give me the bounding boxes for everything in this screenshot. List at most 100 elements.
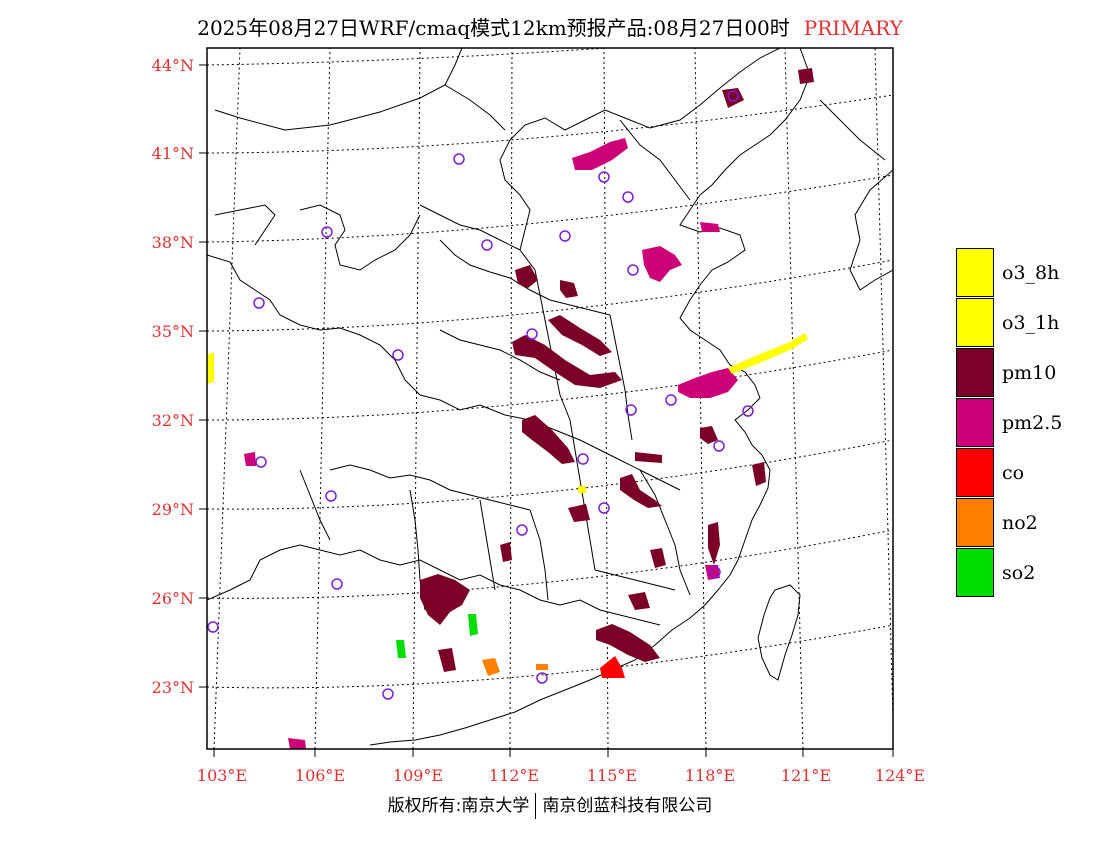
lon-label: 124°E [875, 766, 925, 785]
no2-patch [482, 658, 500, 676]
so2-patch [396, 640, 406, 658]
lat-label: 29°N [152, 500, 194, 519]
title-main: 2025年08月27日WRF/cmaq模式12km预报产品:08月27日00时 [197, 16, 790, 40]
legend-swatch [956, 548, 994, 597]
legend-swatch [956, 398, 994, 447]
lat-label: 44°N [152, 56, 194, 75]
legend-label: co [1002, 462, 1025, 484]
lon-label: 103°E [197, 766, 247, 785]
o3-patch [578, 486, 586, 493]
legend-item: so2 [956, 548, 1096, 598]
lat-label: 23°N [152, 678, 194, 697]
city-marker [622, 191, 634, 203]
map-area [207, 48, 893, 749]
o3-patch [207, 352, 214, 384]
pm25-patch [288, 738, 306, 749]
legend-item: o3_1h [956, 298, 1096, 348]
co-patch [600, 656, 625, 678]
copyright-left: 版权所有:南京大学 [387, 796, 530, 816]
copyright-right: 南京创蓝科技有限公司 [542, 796, 713, 816]
lat-label: 38°N [152, 233, 194, 252]
city-marker [392, 349, 404, 361]
pm25-patch [700, 222, 720, 232]
legend-item: pm10 [956, 348, 1096, 398]
ticks [199, 64, 894, 757]
lon-label: 109°E [393, 766, 443, 785]
boundaries [207, 48, 893, 746]
pm10-patch [522, 415, 575, 464]
lon-label: 118°E [685, 766, 735, 785]
city-marker [742, 405, 754, 417]
pollution-patches [207, 68, 814, 749]
latitude-grid [207, 48, 893, 689]
no2-patch [536, 664, 548, 670]
pm10-patch [628, 592, 650, 610]
longitude-grid [213, 48, 893, 749]
city-marker [598, 502, 610, 514]
city-marker [253, 297, 265, 309]
lat-label: 26°N [152, 589, 194, 608]
city-markers [207, 90, 754, 700]
city-marker [207, 621, 219, 633]
legend-label: pm2.5 [1002, 412, 1063, 434]
city-marker [516, 524, 528, 536]
lon-label: 112°E [489, 766, 539, 785]
pm10-patch [568, 504, 590, 522]
legend-item: pm2.5 [956, 398, 1096, 448]
city-marker [625, 404, 637, 416]
lon-label: 115°E [587, 766, 637, 785]
pm10-patch [708, 522, 720, 565]
pm10-patch [548, 315, 612, 356]
pm25-patch [244, 452, 256, 466]
pm10-patch [512, 335, 622, 388]
legend-item: co [956, 448, 1096, 498]
legend-swatch [956, 298, 994, 347]
legend-swatch [956, 498, 994, 547]
pm10-patch [438, 648, 456, 672]
legend-swatch [956, 448, 994, 497]
pm10-patch [596, 624, 660, 662]
legend-swatch [956, 348, 994, 397]
city-marker [727, 90, 739, 102]
lat-label: 35°N [152, 322, 194, 341]
city-marker [577, 453, 589, 465]
lat-label: 41°N [152, 144, 194, 163]
pm10-patch [500, 542, 512, 562]
map-frame [206, 47, 894, 750]
pm10-patch [798, 68, 814, 84]
legend-label: pm10 [1002, 362, 1057, 384]
pm25-patch [572, 138, 628, 170]
pm10-patch [752, 462, 766, 486]
pm10-patch [420, 574, 470, 625]
city-marker [526, 328, 538, 340]
legend: o3_8h o3_1h pm10 pm2.5 co no2 so2 [956, 248, 1096, 598]
city-marker [536, 672, 548, 684]
city-marker [325, 490, 337, 502]
pm10-patch [650, 548, 666, 568]
copyright: 版权所有:南京大学 南京创蓝科技有限公司 [0, 791, 1100, 819]
pm10-patch [635, 452, 662, 463]
legend-label: no2 [1002, 512, 1038, 534]
pm25-patch [678, 368, 738, 398]
city-marker [255, 456, 267, 468]
so2-patch [468, 614, 478, 636]
lat-label: 32°N [152, 411, 194, 430]
legend-swatch [956, 248, 994, 297]
city-marker [331, 578, 343, 590]
title-tag: PRIMARY [803, 16, 903, 40]
pm10-patch [722, 88, 744, 108]
city-marker [709, 566, 721, 578]
city-marker [559, 230, 571, 242]
city-marker [665, 394, 677, 406]
legend-label: o3_8h [1002, 262, 1060, 284]
city-marker [598, 171, 610, 183]
lon-label: 106°E [295, 766, 345, 785]
city-marker [382, 688, 394, 700]
legend-item: no2 [956, 498, 1096, 548]
legend-label: o3_1h [1002, 312, 1060, 334]
city-marker [453, 153, 465, 165]
o3-patch [728, 333, 808, 374]
pm10-patch [560, 280, 578, 298]
legend-label: so2 [1002, 562, 1036, 584]
